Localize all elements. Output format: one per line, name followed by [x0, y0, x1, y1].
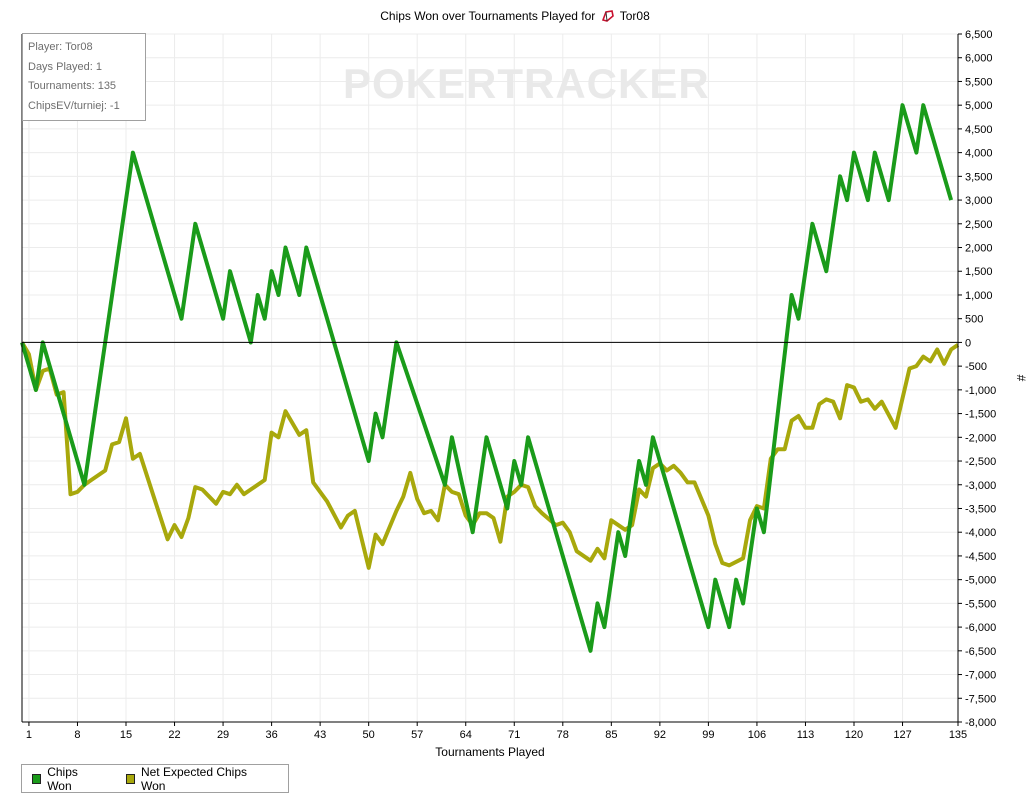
x-tick-label: 78 — [557, 729, 569, 741]
y-tick-label: -3,500 — [965, 503, 996, 515]
y-tick-label: 3,000 — [965, 195, 993, 207]
x-tick-label: 71 — [508, 729, 520, 741]
info-player: Player: Tor08 — [28, 41, 93, 53]
x-tick-label: 127 — [893, 729, 911, 741]
y-tick-label: -6,000 — [965, 622, 996, 634]
y-tick-label: 4,000 — [965, 148, 993, 160]
y-tick-label: 500 — [965, 314, 983, 326]
x-tick-label: 43 — [314, 729, 326, 741]
x-tick-label: 99 — [702, 729, 714, 741]
y-axis-ticks: 6,500 6,000 5,500 5,000 4,500 4,000 3,500 3,000… — [958, 29, 996, 729]
legend-swatch-chips-won — [32, 773, 42, 784]
x-tick-label: 135 — [949, 729, 967, 741]
x-tick-label: 8 — [74, 729, 80, 741]
x-tick-label: 15 — [120, 729, 132, 741]
legend-swatch-net-expected — [125, 773, 135, 784]
y-tick-label: -5,500 — [965, 598, 996, 610]
y-tick-label: 5,500 — [965, 76, 993, 88]
y-tick-label: 1,000 — [965, 290, 993, 302]
x-tick-label: 120 — [845, 729, 863, 741]
chart-title: Chips Won over Tournaments Played for To… — [0, 9, 1030, 23]
x-tick-label: 106 — [748, 729, 766, 741]
chart-title-player: Tor08 — [619, 9, 650, 23]
x-axis-ticks: 1 8 15 22 29 36 43 50 57 64 71 78 85 92 99 106 113 120 127… — [26, 722, 967, 741]
y-tick-label: -5,000 — [965, 575, 996, 587]
y-tick-label: -2,000 — [965, 432, 996, 444]
y-tick-label: -7,000 — [965, 670, 996, 682]
y-tick-label: -7,500 — [965, 693, 996, 705]
y-tick-label: 5,000 — [965, 100, 993, 112]
x-tick-label: 1 — [26, 729, 32, 741]
y-tick-label: 6,000 — [965, 53, 993, 65]
x-tick-label: 92 — [654, 729, 666, 741]
x-tick-label: 85 — [605, 729, 617, 741]
player-info-box: Player: Tor08 Days Played: 1 Tournaments… — [22, 33, 146, 121]
y-tick-label: 1,500 — [965, 266, 993, 278]
chart-legend: Chips Won Net Expected Chips Won — [21, 764, 289, 793]
info-chipsev: ChipsEV/turniej: -1 — [28, 99, 120, 112]
x-tick-label: 29 — [217, 729, 229, 741]
y-tick-label: -4,000 — [965, 527, 996, 539]
plot-area — [22, 34, 958, 722]
y-axis-title: # — [1014, 375, 1028, 382]
legend-item-net-expected[interactable]: Net Expected Chips Won — [125, 764, 262, 793]
chart-title-text: Chips Won over Tournaments Played for — [380, 9, 596, 23]
player-network-icon — [601, 10, 614, 22]
x-tick-label: 64 — [460, 729, 472, 741]
info-days-played: Days Played: 1 — [28, 60, 102, 73]
y-tick-label: -500 — [965, 361, 987, 373]
y-tick-label: 3,500 — [965, 171, 993, 183]
x-tick-label: 57 — [411, 729, 423, 741]
x-axis-title: Tournaments Played — [435, 745, 544, 759]
y-tick-label: 6,500 — [965, 29, 993, 41]
y-tick-label: 2,500 — [965, 219, 993, 231]
grid-lines — [22, 33, 959, 723]
series-line-net-expected — [20, 341, 960, 570]
y-tick-label: -2,500 — [965, 456, 996, 468]
x-tick-label: 22 — [168, 729, 180, 741]
legend-item-chips-won[interactable]: Chips Won — [32, 765, 100, 793]
legend-label-net-expected: Net Expected Chips Won — [140, 764, 248, 793]
series-layer — [20, 103, 960, 653]
plot-axes — [21, 34, 959, 723]
x-tick-label: 113 — [797, 729, 815, 741]
legend-label-chips-won: Chips Won — [47, 764, 78, 793]
y-tick-label: -1,000 — [965, 385, 996, 397]
y-tick-label: -6,500 — [965, 646, 996, 658]
y-tick-label: -4,500 — [965, 551, 996, 563]
info-tournaments: Tournaments: 135 — [28, 80, 117, 92]
series-line-chips-won — [20, 103, 954, 653]
y-tick-label: -8,000 — [965, 717, 996, 729]
pokertracker-watermark: POKERTRACKER — [343, 60, 710, 107]
y-tick-label: 2,000 — [965, 243, 993, 255]
y-tick-label: 4,500 — [965, 124, 993, 136]
y-tick-label: -1,500 — [965, 409, 996, 421]
y-tick-label: 0 — [965, 337, 971, 349]
x-tick-label: 36 — [265, 729, 277, 741]
x-tick-label: 50 — [363, 729, 375, 741]
y-tick-label: -3,000 — [965, 480, 996, 492]
